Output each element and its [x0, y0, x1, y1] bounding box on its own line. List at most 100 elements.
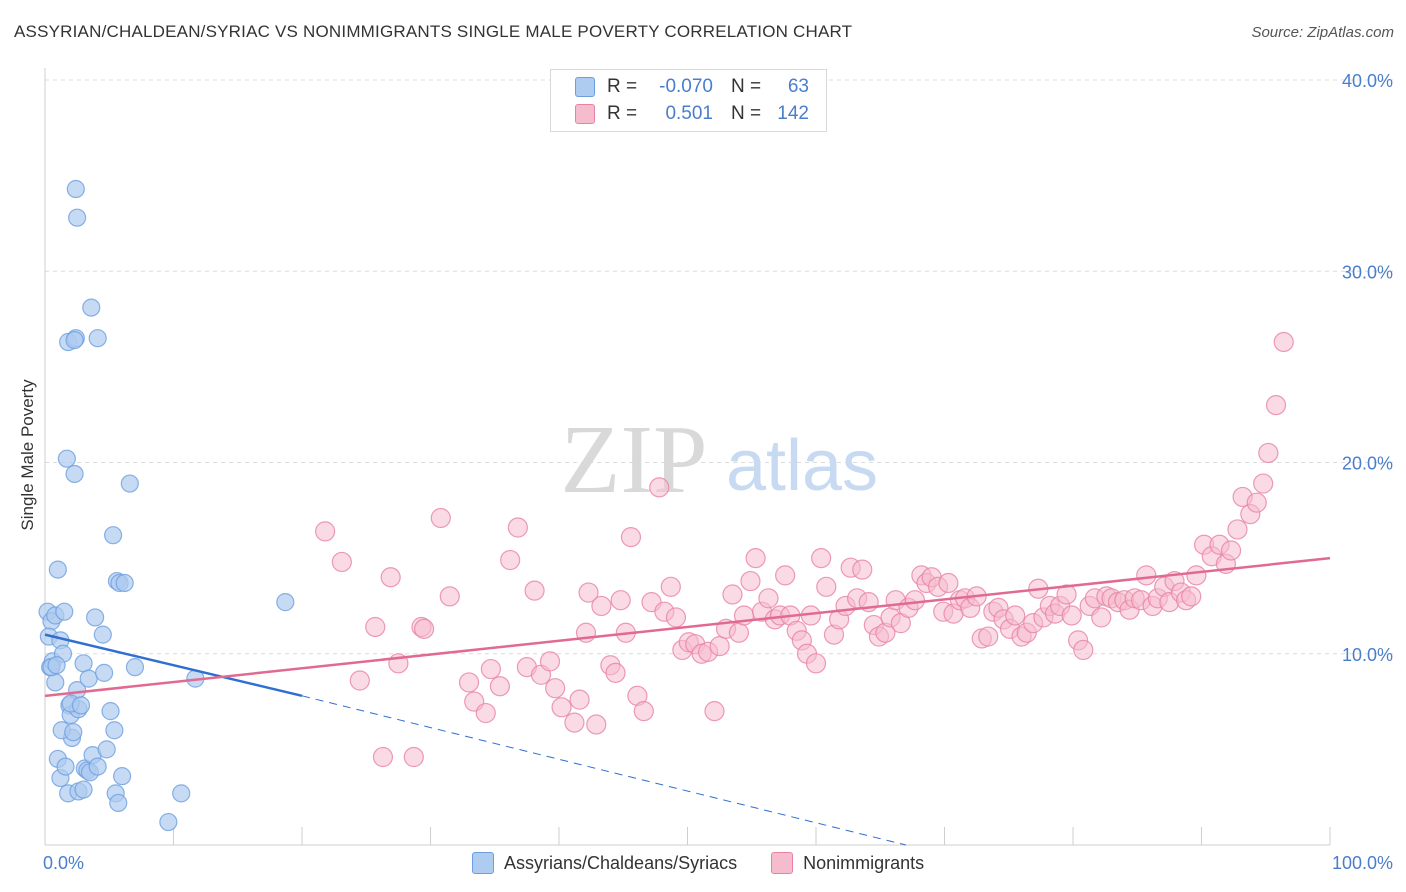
point-nonimmigrants [633, 701, 654, 722]
point-nonimmigrants [489, 676, 510, 697]
point-assyrians [112, 767, 132, 786]
point-nonimmigrants [1073, 639, 1094, 661]
point-nonimmigrants [430, 507, 451, 529]
watermark-atlas: atlas [726, 426, 878, 506]
point-nonimmigrants [728, 622, 750, 643]
stats-legend: R = -0.070 N = 63 R = 0.501 N = 142 [550, 69, 827, 132]
legend-label-assyrians: Assyrians/Chaldeans/Syriacs [504, 852, 738, 873]
point-nonimmigrants [620, 526, 642, 548]
series-legend: Assyrians/Chaldeans/Syriacs Nonimmigrant… [472, 852, 958, 874]
point-assyrians [101, 702, 120, 721]
legend-r-value: -0.070 [659, 76, 713, 97]
point-nonimmigrants [1061, 605, 1082, 626]
legend-r-value: 0.501 [665, 103, 713, 124]
point-assyrians [47, 656, 66, 675]
legend-item-assyrians: Assyrians/Chaldeans/Syriacs [472, 852, 737, 874]
point-nonimmigrants [1186, 565, 1207, 586]
point-assyrians [57, 449, 76, 468]
point-nonimmigrants [1136, 565, 1157, 586]
chart-title: ASSYRIAN/CHALDEAN/SYRIAC VS NONIMMIGRANT… [14, 22, 853, 41]
point-assyrians [115, 573, 134, 593]
point-assyrians [79, 669, 98, 688]
x-tick-label: 100.0% [1332, 853, 1393, 873]
point-nonimmigrants [331, 551, 352, 573]
x-tick-label: 0.0% [43, 853, 84, 873]
legend-swatch-pink [771, 852, 794, 874]
legend-item-nonimmigrants: Nonimmigrants [771, 852, 924, 874]
point-nonimmigrants [649, 477, 670, 498]
point-nonimmigrants [665, 607, 687, 628]
point-assyrians [71, 696, 91, 715]
y-tick-label: 20.0% [1342, 454, 1393, 474]
point-nonimmigrants [365, 616, 386, 638]
point-nonimmigrants [1220, 540, 1242, 561]
legend-n-label: N = [731, 76, 762, 97]
point-nonimmigrants [610, 590, 631, 611]
point-assyrians [93, 625, 112, 644]
point-nonimmigrants [1253, 473, 1274, 494]
axes [44, 68, 1331, 846]
point-nonimmigrants [816, 576, 837, 597]
point-nonimmigrants [811, 548, 832, 569]
point-assyrians [276, 593, 295, 612]
point-assyrians [104, 526, 123, 545]
point-nonimmigrants [591, 595, 612, 617]
point-nonimmigrants [349, 670, 370, 691]
point-nonimmigrants [564, 712, 585, 733]
point-assyrians [64, 723, 83, 742]
y-tick-label: 10.0% [1342, 645, 1393, 665]
point-assyrians [95, 663, 114, 682]
point-nonimmigrants [315, 521, 336, 542]
point-assyrians [74, 780, 93, 799]
point-nonimmigrants [1227, 519, 1248, 540]
point-assyrians [88, 757, 107, 776]
point-nonimmigrants [372, 746, 394, 768]
point-nonimmigrants [775, 565, 796, 586]
point-nonimmigrants [551, 697, 572, 718]
point-nonimmigrants [586, 714, 607, 735]
legend-row-nonimmigrants: R = 0.501 N = 142 [575, 102, 809, 126]
trend-lines [44, 556, 1331, 846]
point-nonimmigrants [660, 576, 681, 597]
point-nonimmigrants [722, 584, 743, 605]
series-nonimmigrants-points [315, 331, 1294, 768]
point-nonimmigrants [500, 549, 521, 571]
point-nonimmigrants [545, 678, 566, 699]
point-nonimmigrants [439, 586, 460, 607]
legend-swatch-blue [472, 852, 494, 874]
y-axis-label: Single Male Poverty [18, 379, 37, 531]
legend-swatch-blue [575, 77, 595, 97]
point-assyrians [125, 658, 145, 677]
point-nonimmigrants [480, 658, 501, 680]
point-nonimmigrants [704, 701, 725, 722]
point-nonimmigrants [904, 590, 926, 611]
point-assyrians [55, 602, 74, 621]
point-assyrians [65, 331, 84, 350]
point-nonimmigrants [475, 702, 496, 724]
legend-n-value: 63 [787, 76, 809, 97]
point-nonimmigrants [1056, 584, 1077, 605]
point-nonimmigrants [1091, 607, 1112, 628]
point-nonimmigrants [1246, 492, 1267, 513]
point-nonimmigrants [605, 662, 626, 683]
point-nonimmigrants [507, 517, 528, 538]
point-assyrians [97, 740, 116, 759]
legend-r-label: R = [607, 76, 638, 97]
point-assyrians [68, 208, 87, 227]
point-assyrians [105, 721, 124, 740]
point-nonimmigrants [403, 746, 424, 768]
point-assyrians [88, 329, 107, 348]
watermark: ZIP atlas [561, 406, 879, 514]
point-nonimmigrants [413, 618, 435, 639]
point-nonimmigrants [758, 588, 779, 609]
point-nonimmigrants [1005, 605, 1026, 626]
watermark-zip: ZIP [561, 406, 708, 514]
point-nonimmigrants [1181, 586, 1202, 607]
point-nonimmigrants [578, 582, 599, 603]
point-nonimmigrants [569, 689, 590, 710]
legend-n-value: 142 [777, 103, 809, 124]
legend-r-label: R = [607, 103, 638, 124]
point-nonimmigrants [745, 548, 766, 569]
point-nonimmigrants [938, 572, 959, 594]
